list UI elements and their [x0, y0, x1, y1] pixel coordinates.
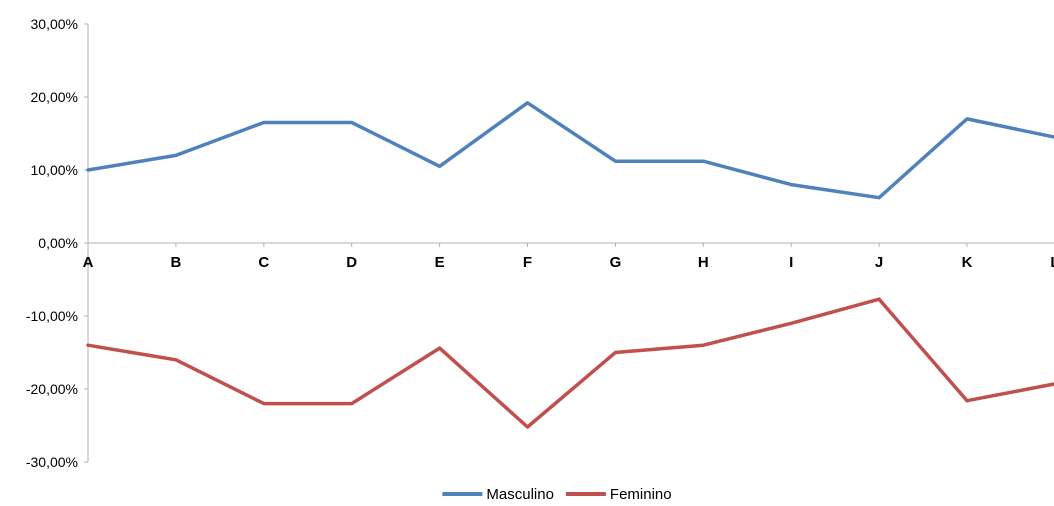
y-tick-label: 20,00%: [31, 89, 78, 105]
data-point-masculino-k: [965, 117, 969, 121]
y-tick-label: 30,00%: [31, 16, 78, 32]
data-point-feminino-a: [86, 343, 90, 347]
data-point-masculino-c: [262, 121, 266, 125]
data-point-feminino-b: [174, 358, 178, 362]
x-category-label: E: [435, 254, 445, 271]
data-point-masculino-a: [86, 168, 90, 172]
data-point-masculino-e: [438, 164, 442, 168]
x-category-label: H: [698, 254, 709, 271]
data-point-feminino-f: [526, 425, 530, 429]
y-tick-label: 0,00%: [38, 235, 78, 251]
data-point-masculino-f: [526, 101, 530, 105]
y-tick-label: -10,00%: [26, 308, 78, 324]
data-point-feminino-h: [701, 343, 705, 347]
data-point-masculino-h: [701, 159, 705, 163]
data-point-feminino-g: [613, 351, 617, 355]
y-tick-label: 10,00%: [31, 162, 78, 178]
y-tick-label: -30,00%: [26, 454, 78, 470]
chart-legend: Masculino Feminino: [442, 486, 672, 503]
x-category-label: J: [875, 254, 883, 271]
x-category-label: D: [346, 254, 357, 271]
x-category-label: K: [962, 254, 973, 271]
legend-item-masculino: Masculino: [442, 486, 554, 503]
x-category-label: C: [258, 254, 269, 271]
series-line-masculino: [86, 101, 1054, 200]
data-point-masculino-j: [877, 196, 881, 200]
legend-item-feminino: Feminino: [565, 486, 672, 503]
data-point-feminino-i: [789, 321, 793, 325]
data-point-masculino-d: [350, 121, 354, 125]
data-point-feminino-j: [877, 297, 881, 301]
x-category-label: I: [789, 254, 793, 271]
series-lines: [86, 101, 1054, 429]
data-point-masculino-i: [789, 183, 793, 187]
series-line-feminino: [86, 297, 1054, 429]
x-category-label: L: [1050, 254, 1054, 271]
legend-label: Feminino: [610, 486, 672, 503]
x-category-label: B: [170, 254, 181, 271]
legend-label: Masculino: [486, 486, 554, 503]
data-point-feminino-e: [438, 346, 442, 350]
y-tick-label: -20,00%: [26, 381, 78, 397]
y-axis-tick-labels: 30,00% 20,00% 10,00% 0,00% -10,00% -20,00% -30…: [26, 16, 78, 470]
data-point-feminino-k: [965, 399, 969, 403]
data-point-masculino-b: [174, 153, 178, 157]
chart-axes: [84, 23, 1054, 463]
data-point-masculino-g: [613, 159, 617, 163]
x-category-label: F: [523, 254, 532, 271]
data-point-feminino-c: [262, 402, 266, 406]
x-category-label: A: [83, 254, 94, 271]
x-category-label: G: [610, 254, 622, 271]
x-axis-category-labels: A B C D E F G H I J K L: [83, 254, 1054, 271]
data-point-feminino-d: [350, 402, 354, 406]
